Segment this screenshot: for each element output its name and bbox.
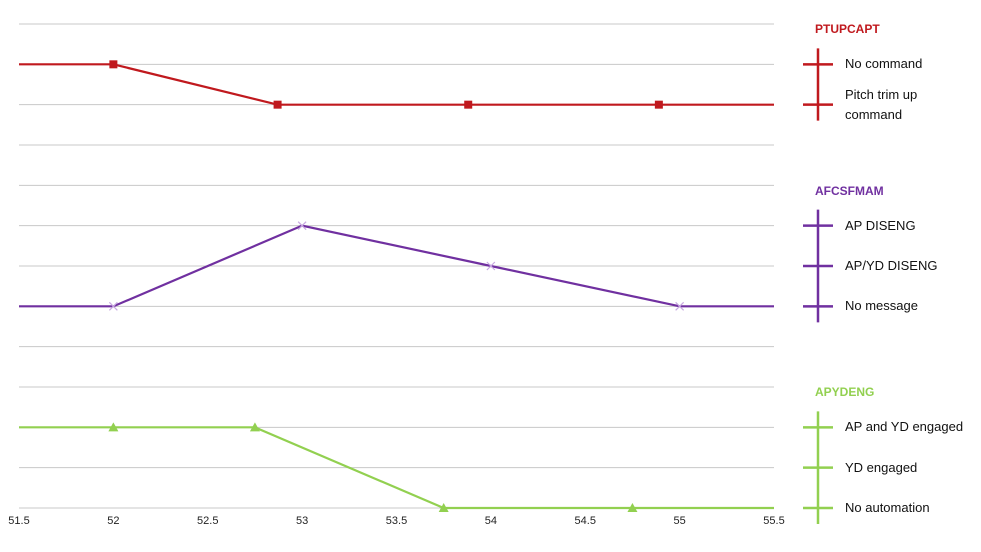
marker [108, 422, 119, 432]
marker [108, 301, 118, 311]
marker [438, 503, 449, 512]
x-tick-label: 52.5 [197, 515, 218, 527]
legend-label: Pitch trim up command [845, 86, 918, 122]
legend-label: AP/YD DISENG [845, 258, 938, 273]
x-tick-label: 55.5 [763, 515, 784, 527]
legend-title: APYDENG [815, 385, 875, 400]
marker [249, 422, 260, 432]
x-tick-label: 51.5 [8, 515, 29, 527]
legend-label: No command [845, 56, 923, 72]
x-tick-label: 55 [674, 515, 686, 527]
marker [675, 301, 685, 311]
x-tick-label: 52 [107, 515, 119, 527]
legend-title: PTUPCAPT [815, 22, 880, 37]
marker [273, 100, 282, 109]
series-line [19, 426, 774, 510]
legend-label: YD engaged [845, 459, 918, 475]
x-tick-label: 54 [485, 515, 497, 527]
marker [464, 100, 473, 109]
legend-label: No message [845, 298, 918, 314]
legend-label: AP DISENG [845, 217, 916, 233]
legend-label: AP and YD engaged [845, 419, 964, 435]
legend-label: No automation [845, 500, 930, 515]
series-line [19, 63, 774, 106]
x-tick-label: 53.5 [386, 515, 407, 527]
x-tick-label: 54.5 [575, 515, 596, 527]
series-line [19, 224, 774, 308]
x-tick-label: 53 [296, 515, 308, 527]
legend-title: AFCSFMAM [815, 183, 884, 198]
marker [486, 261, 496, 271]
marker [109, 60, 118, 69]
marker [627, 503, 638, 512]
marker [297, 221, 307, 231]
marker [654, 100, 663, 109]
